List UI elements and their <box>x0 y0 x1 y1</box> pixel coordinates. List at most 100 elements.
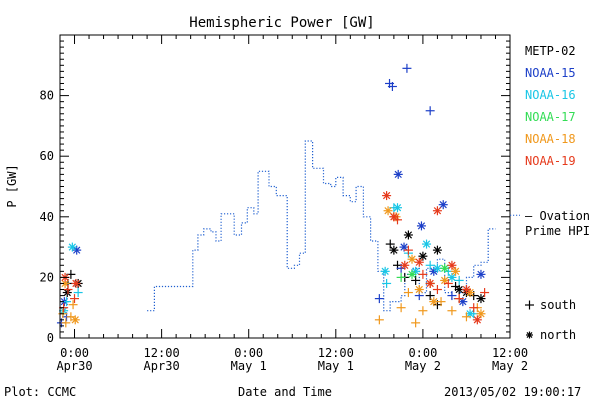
noaa-18-south-point <box>61 318 71 328</box>
noaa-18-north-point <box>407 254 417 264</box>
legend-entry-metp-02: METP-02 <box>525 44 576 58</box>
y-tick-label: 40 <box>40 210 54 224</box>
noaa-16-south-point <box>73 288 83 298</box>
noaa-16-north-point <box>432 263 442 273</box>
legend-entry-noaa-16: NOAA-16 <box>525 88 576 102</box>
marker-legend: south north <box>525 298 576 342</box>
noaa-17-south-point <box>396 272 406 282</box>
noaa-18-south-point <box>461 312 471 322</box>
x-tick-label-time: 12:00 <box>318 346 354 360</box>
noaa-19-north-point <box>389 212 399 222</box>
noaa-15-south-point <box>425 106 435 116</box>
noaa-16-north-point <box>447 272 457 282</box>
noaa-18-north-point <box>476 309 486 319</box>
noaa-19-south-point <box>443 278 453 288</box>
metp-02-north-point <box>432 245 442 255</box>
noaa-16-north-point <box>67 242 77 252</box>
noaa-19-north-point <box>447 260 457 270</box>
chart-title: Hemispheric Power [GW] <box>189 15 374 31</box>
north-marker-symbol <box>526 331 533 339</box>
x-tick-label-time: 12:00 <box>144 346 180 360</box>
noaa-19-north-point <box>472 315 482 325</box>
noaa-19-south-point <box>403 245 413 255</box>
x-axis-label: Date and Time <box>238 385 332 399</box>
noaa-18-south-point <box>68 300 78 310</box>
x-tick-label-date: May 2 <box>405 359 441 373</box>
marker-legend-north: north <box>540 328 576 342</box>
noaa-19-north-point <box>461 285 471 295</box>
legend: METP-02 NOAA-15 NOAA-16 NOAA-17 NOAA-18 NOAA-… <box>525 44 576 168</box>
metp-02-south-point <box>411 275 421 285</box>
x-tick-label-date: May 1 <box>231 359 267 373</box>
noaa-18-north-point <box>70 315 80 325</box>
metp-02-north-point <box>389 245 399 255</box>
points-layer <box>56 63 490 328</box>
x-tick-label-time: 0:00 <box>234 346 263 360</box>
noaa-16-south-point <box>425 260 435 270</box>
footer-plot-source: Plot: CCMC <box>4 385 76 399</box>
noaa-19-south-point <box>70 294 80 304</box>
south-marker-symbol <box>525 300 534 310</box>
noaa-18-south-point <box>447 306 457 316</box>
footer-timestamp: 2013/05/02 19:00:17 <box>444 385 581 399</box>
noaa-19-south-point <box>480 288 490 298</box>
ovation-layer <box>147 140 496 312</box>
noaa-16-north-point <box>422 239 432 249</box>
noaa-19-north-point <box>400 260 410 270</box>
noaa-18-south-point <box>411 318 421 328</box>
x-tick-label-time: 12:00 <box>492 346 528 360</box>
y-tick-label: 60 <box>40 149 54 163</box>
noaa-15-north-point <box>438 200 448 210</box>
noaa-18-south-point <box>403 288 413 298</box>
noaa-19-south-point <box>432 285 442 295</box>
x-tick-label-date: Apr30 <box>56 359 92 373</box>
noaa-15-south-point <box>387 82 397 92</box>
noaa-17-north-point <box>440 263 450 273</box>
metp-02-north-point <box>403 230 413 240</box>
legend-entry-noaa-18: NOAA-18 <box>525 132 576 146</box>
noaa-18-north-point <box>451 266 461 276</box>
noaa-16-south-point <box>454 275 464 285</box>
noaa-16-north-point <box>393 203 402 213</box>
noaa-19-north-point <box>425 278 435 288</box>
noaa-15-south-point <box>447 291 457 301</box>
noaa-17-north-point <box>407 269 417 279</box>
noaa-18-north-point <box>414 285 424 295</box>
metp-02-north-point <box>418 251 428 261</box>
noaa-19-north-point <box>432 206 442 216</box>
noaa-19-north-point <box>382 191 392 201</box>
noaa-15-north-point <box>416 221 426 231</box>
y-axis-label: P [GW] <box>5 164 19 207</box>
noaa-15-south-point <box>374 294 384 304</box>
noaa-19-north-point <box>414 257 424 267</box>
x-tick-label-date: May 2 <box>492 359 528 373</box>
ovation-series-line <box>147 140 496 312</box>
legend-entry-noaa-15: NOAA-15 <box>525 66 576 80</box>
ovation-label-line2: Prime HPI <box>525 224 590 238</box>
legend-entry-noaa-17: NOAA-17 <box>525 110 576 124</box>
y-tick-label: 80 <box>40 89 54 103</box>
noaa-19-south-point <box>418 269 428 279</box>
y-tick-label: 0 <box>47 331 54 345</box>
noaa-16-north-point <box>380 266 390 276</box>
noaa-18-south-point <box>396 303 406 313</box>
x-tick-label-date: Apr30 <box>144 359 180 373</box>
noaa-15-north-point <box>476 269 486 279</box>
ovation-label-line1: — Ovation <box>525 209 590 223</box>
noaa-18-south-point <box>418 306 428 316</box>
x-tick-label-time: 0:00 <box>408 346 437 360</box>
noaa-16-south-point <box>382 278 392 288</box>
x-tick-label-date: May 1 <box>318 359 354 373</box>
x-tick-label-time: 0:00 <box>60 346 89 360</box>
noaa-18-north-point <box>383 206 393 216</box>
plot-frame <box>59 34 511 339</box>
metp-02-south-point <box>425 291 435 301</box>
marker-legend-south: south <box>540 298 576 312</box>
noaa-15-north-point <box>393 169 403 179</box>
metp-02-north-point <box>476 294 486 304</box>
noaa-19-south-point <box>454 294 464 304</box>
legend-entry-noaa-19: NOAA-19 <box>525 154 576 168</box>
